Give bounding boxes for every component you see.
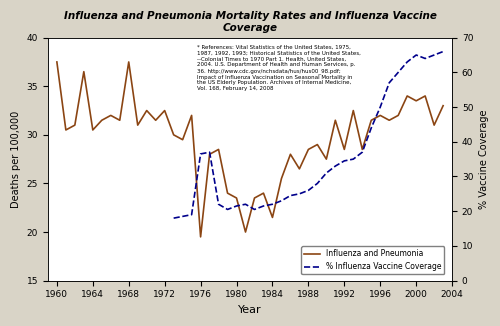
Y-axis label: Deaths per 100,000: Deaths per 100,000 [11, 111, 21, 208]
X-axis label: Year: Year [238, 305, 262, 315]
Y-axis label: % Vaccine Coverage: % Vaccine Coverage [479, 110, 489, 209]
Text: * References: Vital Statistics of the United States, 1975,
1987, 1992, 1993; His: * References: Vital Statistics of the Un… [198, 45, 362, 91]
Title: Influenza and Pneumonia Mortality Rates and Influenza Vaccine
Coverage: Influenza and Pneumonia Mortality Rates … [64, 11, 436, 33]
Legend: Influenza and Pneumonia, % Influenza Vaccine Coverage: Influenza and Pneumonia, % Influenza Vac… [301, 246, 444, 274]
